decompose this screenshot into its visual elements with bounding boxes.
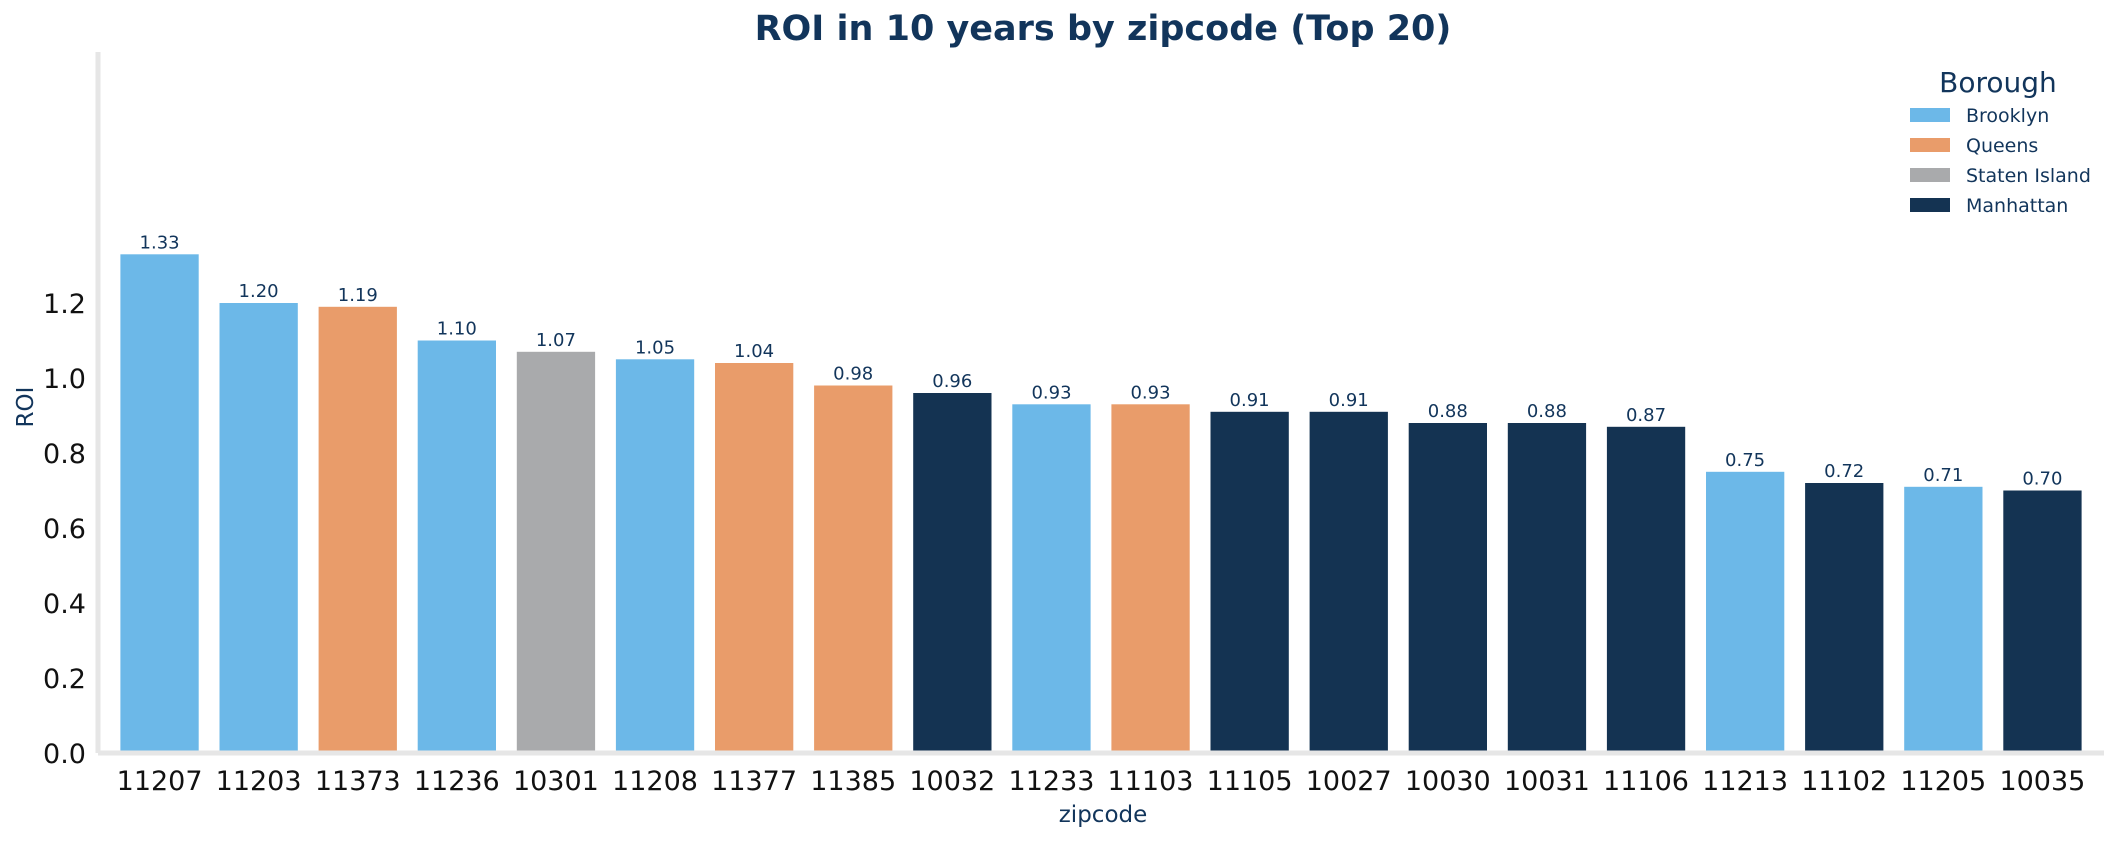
legend-swatch-queens: [1910, 138, 1950, 152]
bar-11103: [1111, 404, 1190, 754]
x-tick-label: 10031: [1504, 766, 1590, 797]
bar-value-label: 0.70: [2022, 469, 2062, 490]
x-tick-label: 11106: [1603, 766, 1689, 797]
x-tick-label: 11102: [1801, 766, 1887, 797]
bar-11105: [1210, 411, 1289, 754]
bar-value-label: 0.75: [1725, 450, 1765, 471]
bar-11207: [120, 254, 199, 754]
bar-value-label: 0.87: [1626, 405, 1666, 426]
legend-swatch-staten-island: [1910, 168, 1950, 182]
x-tick-label: 11105: [1207, 766, 1293, 797]
bar-value-label: 1.07: [536, 330, 576, 351]
bar-value-label: 0.72: [1824, 461, 1864, 482]
bar-11102: [1805, 483, 1884, 753]
y-tick-label: 1.2: [43, 289, 86, 320]
x-tick-label: 11213: [1702, 766, 1788, 797]
bar-11208: [615, 359, 695, 754]
x-tick-label: 10301: [513, 766, 599, 797]
x-axis-label: zipcode: [1059, 802, 1148, 828]
x-tick-label: 10030: [1405, 766, 1491, 797]
legend-label: Brooklyn: [1966, 105, 2049, 127]
y-tick-label: 0.4: [43, 589, 86, 620]
legend-swatch-brooklyn: [1910, 108, 1950, 122]
x-tick-label: 11103: [1108, 766, 1194, 797]
x-tick-label: 11373: [315, 766, 401, 797]
bar-value-label: 1.20: [239, 281, 279, 302]
bar-11203: [219, 303, 298, 753]
bar-value-label: 0.98: [833, 364, 873, 385]
x-tick-label: 11385: [810, 766, 896, 797]
bar-10032: [913, 393, 992, 753]
bars-group: [120, 254, 2082, 754]
y-tick-label: 1.0: [43, 364, 86, 395]
bar-10035: [2003, 490, 2082, 753]
y-tick-label: 0.0: [43, 739, 86, 770]
bar-10027: [1309, 411, 1388, 754]
x-tick-label: 11203: [216, 766, 302, 797]
legend-label: Staten Island: [1966, 165, 2091, 187]
x-axis-ticks: 11207 11203 11373 11236 10301 11208 11377 11385…: [117, 766, 2086, 797]
y-tick-label: 0.8: [43, 439, 86, 470]
y-tick-label: 0.6: [43, 514, 86, 545]
x-tick-label: 10035: [1999, 766, 2085, 797]
legend-label: Queens: [1966, 135, 2038, 157]
bar-value-label: 1.33: [140, 232, 180, 253]
bar-value-label: 0.88: [1428, 401, 1468, 422]
legend-label: Manhattan: [1966, 195, 2068, 217]
y-axis-label: ROI: [13, 387, 39, 428]
x-tick-label: 10032: [909, 766, 995, 797]
bar-value-label: 0.91: [1230, 390, 1270, 411]
x-tick-label: 11236: [414, 766, 500, 797]
bar-value-label: 1.10: [437, 319, 477, 340]
bar-value-label: 0.93: [1031, 382, 1071, 403]
bar-11233: [1012, 404, 1091, 754]
legend-swatch-manhattan: [1910, 198, 1950, 212]
bar-11236: [417, 340, 496, 753]
bar-11373: [318, 306, 397, 754]
legend-title: Borough: [1939, 66, 2057, 99]
bar-10030: [1408, 423, 1487, 753]
bar-11385: [814, 385, 893, 753]
bar-11205: [1904, 486, 1983, 754]
bar-value-label: 0.88: [1527, 401, 1567, 422]
bar-value-label: 1.19: [338, 285, 378, 306]
x-tick-label: 11205: [1900, 766, 1986, 797]
bar-11106: [1606, 426, 1686, 754]
bar-11377: [715, 363, 794, 753]
chart-title: ROI in 10 years by zipcode (Top 20): [755, 9, 1452, 49]
x-tick-label: 10027: [1306, 766, 1392, 797]
x-tick-label: 11207: [117, 766, 203, 797]
x-tick-label: 11208: [612, 766, 698, 797]
x-tick-label: 11377: [711, 766, 797, 797]
bar-value-label: 0.96: [932, 371, 972, 392]
bar-value-labels: 1.33 1.20 1.19 1.10 1.07 1.05 1.04 0.98 0.96 0.93…: [140, 232, 2063, 489]
legend: Borough Brooklyn Queens Staten Island Manha…: [1910, 66, 2091, 217]
bar-value-label: 1.05: [635, 337, 675, 358]
bar-11213: [1706, 471, 1785, 754]
y-axis-ticks: 0.0 0.2 0.4 0.6 0.8 1.0 1.2: [43, 289, 86, 770]
bar-10031: [1507, 423, 1587, 753]
bar-value-label: 0.93: [1130, 382, 1170, 403]
bar-value-label: 0.71: [1923, 465, 1963, 486]
y-tick-label: 0.2: [43, 664, 86, 695]
bar-value-label: 1.04: [734, 341, 774, 362]
x-tick-label: 11233: [1009, 766, 1095, 797]
bar-value-label: 0.91: [1329, 390, 1369, 411]
bar-10301: [516, 351, 596, 754]
